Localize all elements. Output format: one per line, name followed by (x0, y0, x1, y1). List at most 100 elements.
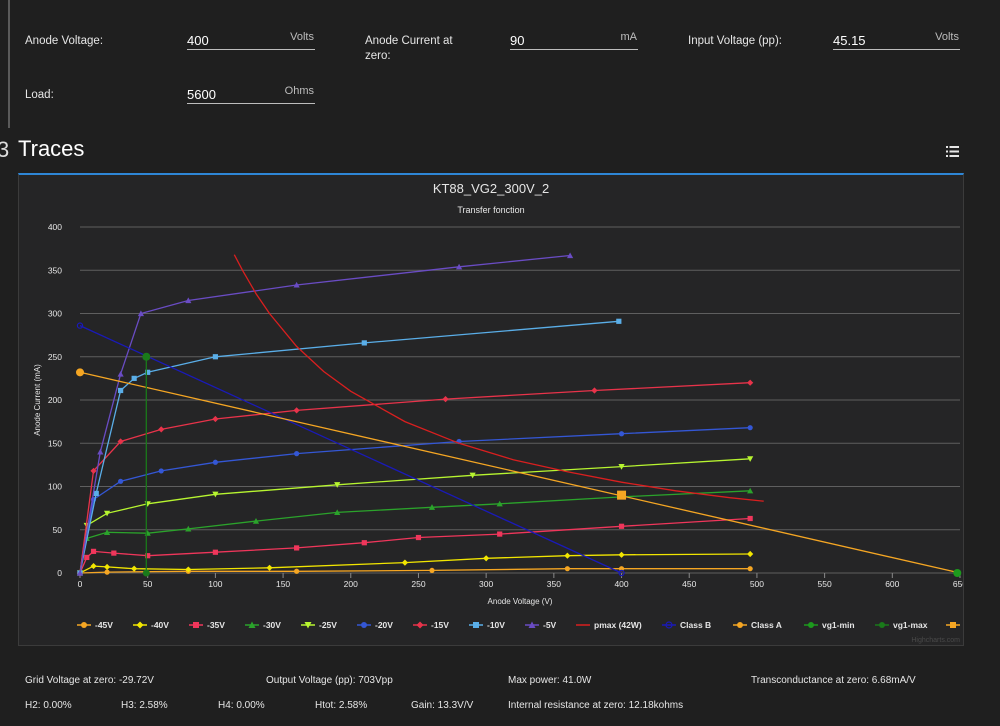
legend-item-vg1-max[interactable]: vg1-max (875, 620, 928, 630)
x-tick-label: 200 (344, 579, 358, 589)
y-axis-label: Anode Current (mA) (33, 364, 42, 436)
data-point-45v (747, 566, 753, 572)
legend-item-class-a[interactable]: Class A (733, 620, 782, 630)
data-point-vg1-max (142, 569, 150, 577)
data-point-5v (137, 310, 145, 317)
section-collapse-icon[interactable]: 3 (0, 137, 10, 162)
load-value[interactable]: 5600 (187, 87, 216, 102)
data-point-15v (442, 396, 449, 403)
x-tick-label: 600 (885, 579, 899, 589)
input-voltage-value[interactable]: 45.15 (833, 33, 866, 48)
x-tick-label: 250 (411, 579, 425, 589)
anode-current-value[interactable]: 90 (510, 33, 525, 48)
x-tick-label: 350 (547, 579, 561, 589)
data-point-20v (618, 431, 625, 437)
legend-item-pmax-42w[interactable]: pmax (42W) (576, 620, 642, 630)
stat-htot: Htot: 2.58% (315, 700, 368, 711)
anode-current-label-line2: zero: (365, 50, 391, 62)
data-point-45v (294, 568, 300, 574)
data-point-class-b (76, 322, 84, 329)
anode-current-unit: mA (620, 31, 638, 43)
input-voltage-field[interactable]: 45.15 Volts (833, 31, 960, 50)
chart-title: KT88_VG2_300V_2 (433, 181, 549, 196)
data-point-35v (747, 515, 753, 522)
data-point-35v (111, 550, 117, 556)
series-line-35v (79, 517, 751, 574)
legend-item-20v[interactable]: -20V (357, 620, 393, 630)
legend-marker-5v (528, 621, 536, 628)
data-point-15v (117, 438, 124, 445)
data-point-5v (566, 252, 574, 259)
series-line-15v (79, 382, 751, 574)
legend-item-10v[interactable]: -10V (469, 620, 505, 630)
load-label: Load: (25, 89, 54, 101)
x-tick-label: 0 (78, 579, 83, 589)
series-5v (76, 252, 574, 576)
anode-current-field[interactable]: 90 mA (510, 31, 638, 50)
legend-item-class-b[interactable]: Class B (662, 620, 711, 630)
legend-item-work-point[interactable]: Work Point (946, 620, 963, 630)
anode-voltage-field[interactable]: 400 Volts (187, 31, 315, 50)
transfer-chart: KT88_VG2_300V_2 Transfer fonction 0 50 100 15… (33, 181, 963, 644)
data-point-35v (497, 531, 503, 537)
list-menu-icon[interactable] (946, 145, 959, 158)
legend-label-10v: -10V (487, 620, 505, 630)
series-line-30v (79, 490, 751, 574)
legend-item-40v[interactable]: -40V (133, 620, 169, 630)
data-point-class-a (76, 368, 84, 377)
series-line-class-a (79, 371, 961, 574)
series-line-10v (79, 320, 619, 574)
legend-item-25v[interactable]: -25V (301, 620, 337, 630)
data-point-5v (185, 297, 192, 304)
legend-item-35v[interactable]: -35V (189, 620, 225, 630)
data-point-40v (747, 550, 754, 558)
data-point-15v (747, 379, 754, 386)
data-point-40v (266, 564, 273, 571)
x-tick-label: 450 (682, 579, 696, 589)
anode-voltage-value[interactable]: 400 (187, 33, 209, 48)
y-tick-label: 150 (48, 438, 62, 448)
legend-item-vg1-min[interactable]: vg1-min (804, 620, 855, 630)
legend-marker-45v (81, 622, 87, 628)
data-point-20v (118, 478, 124, 484)
input-voltage-unit: Volts (935, 31, 959, 43)
y-tick-label: 200 (48, 395, 62, 405)
series-25v (76, 456, 754, 577)
legend-marker-25v (304, 622, 312, 629)
data-point-10v (212, 354, 218, 360)
load-unit: Ohms (284, 85, 314, 97)
data-point-15v (591, 387, 598, 394)
series-30v (76, 487, 754, 576)
stat-internal-resistance: Internal resistance at zero: 12.18kohms (508, 700, 684, 711)
chart-subtitle: Transfer fonction (457, 205, 524, 215)
legend-item-45v[interactable]: -45V (77, 620, 113, 630)
series-vg1-min (953, 569, 962, 577)
data-point-10v (118, 387, 124, 394)
data-point-20v (294, 451, 300, 457)
anode-current-label: Anode Current at zero: (365, 34, 453, 64)
data-point-35v (361, 540, 367, 546)
data-point-15v (158, 426, 165, 433)
load-field[interactable]: 5600 Ohms (187, 85, 315, 104)
data-point-40v (185, 566, 192, 573)
series-work-point (617, 490, 627, 500)
legend-label-20v: -20V (375, 620, 393, 630)
legend-marker-vg1-min (808, 622, 814, 628)
data-point-15v (293, 407, 300, 414)
data-point-15v (212, 415, 219, 423)
legend-item-5v[interactable]: -5V (525, 620, 557, 630)
stat-output-voltage: Output Voltage (pp): 703Vpp (266, 675, 393, 686)
series-class-a (76, 368, 961, 574)
legend-item-30v[interactable]: -30V (245, 620, 281, 630)
data-point-20v (212, 459, 218, 465)
legend-marker-20v (361, 622, 367, 628)
data-point-30v (747, 487, 754, 494)
y-tick-label: 300 (48, 309, 62, 319)
chart-container: KT88_VG2_300V_2 Transfer fonction 0 50 100 15… (18, 173, 964, 646)
data-point-25v (212, 491, 219, 498)
x-tick-label: 300 (479, 579, 493, 589)
legend-item-15v[interactable]: -15V (413, 620, 449, 630)
series-line-25v (79, 458, 751, 574)
y-tick-label: 250 (48, 352, 62, 362)
legend-label-45v: -45V (95, 620, 113, 630)
